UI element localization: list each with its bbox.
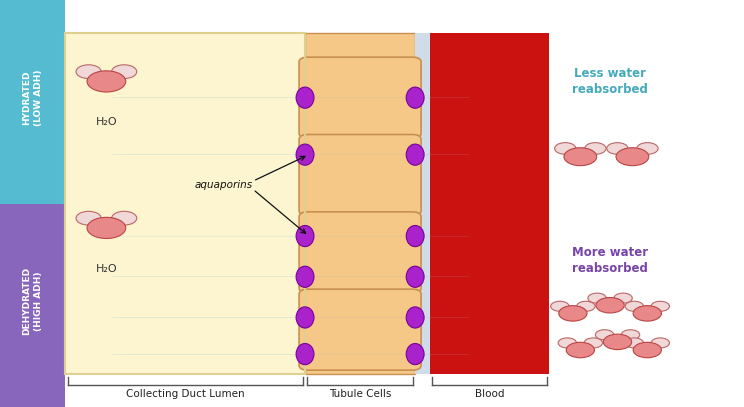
Text: HYDRATED
(LOW ADH): HYDRATED (LOW ADH) [22, 70, 43, 126]
Bar [305, 33, 415, 374]
Circle shape [588, 293, 606, 303]
Circle shape [551, 301, 569, 311]
Circle shape [112, 65, 137, 79]
Circle shape [616, 148, 649, 166]
Text: Less water
reabsorbed: Less water reabsorbed [572, 67, 648, 96]
Text: H₂O: H₂O [95, 117, 118, 127]
FancyBboxPatch shape [299, 57, 421, 138]
Circle shape [87, 217, 126, 239]
Circle shape [651, 338, 670, 348]
Ellipse shape [406, 144, 424, 165]
Circle shape [112, 211, 137, 225]
Bar [0, 0, 65, 204]
Circle shape [584, 338, 603, 348]
Text: H₂O: H₂O [95, 264, 118, 274]
Circle shape [76, 211, 101, 225]
Ellipse shape [296, 87, 314, 108]
Ellipse shape [406, 266, 424, 287]
Ellipse shape [296, 144, 314, 165]
Circle shape [633, 306, 661, 321]
Circle shape [633, 342, 661, 358]
FancyBboxPatch shape [299, 289, 421, 370]
Circle shape [603, 334, 632, 350]
Circle shape [596, 298, 624, 313]
Text: DEHYDRATED
(HIGH ADH): DEHYDRATED (HIGH ADH) [22, 267, 43, 335]
Text: Tubule Cells: Tubule Cells [329, 389, 391, 399]
Bar [415, 33, 432, 374]
FancyBboxPatch shape [299, 135, 421, 216]
Bar [430, 33, 549, 374]
FancyBboxPatch shape [299, 212, 421, 293]
Ellipse shape [296, 344, 314, 365]
Bar [65, 33, 415, 374]
Ellipse shape [296, 225, 314, 247]
Text: More water
reabsorbed: More water reabsorbed [572, 246, 648, 275]
Circle shape [577, 301, 595, 311]
Circle shape [554, 142, 576, 154]
Bar [0, 204, 65, 407]
Circle shape [87, 71, 126, 92]
Circle shape [558, 338, 577, 348]
Circle shape [625, 338, 644, 348]
Circle shape [606, 142, 628, 154]
Circle shape [564, 148, 597, 166]
Ellipse shape [406, 87, 424, 108]
Circle shape [651, 301, 670, 311]
Ellipse shape [296, 266, 314, 287]
Text: Blood: Blood [475, 389, 504, 399]
Bar [65, 33, 305, 374]
Ellipse shape [406, 225, 424, 247]
Ellipse shape [296, 307, 314, 328]
Circle shape [625, 301, 644, 311]
Circle shape [559, 306, 587, 321]
Circle shape [614, 293, 632, 303]
Circle shape [76, 65, 101, 79]
Circle shape [637, 142, 658, 154]
Ellipse shape [406, 344, 424, 365]
Circle shape [566, 342, 594, 358]
Text: Collecting Duct Lumen: Collecting Duct Lumen [126, 389, 245, 399]
Circle shape [595, 330, 614, 340]
Circle shape [585, 142, 606, 154]
Ellipse shape [406, 307, 424, 328]
Circle shape [621, 330, 640, 340]
Text: aquaporins: aquaporins [194, 180, 252, 190]
